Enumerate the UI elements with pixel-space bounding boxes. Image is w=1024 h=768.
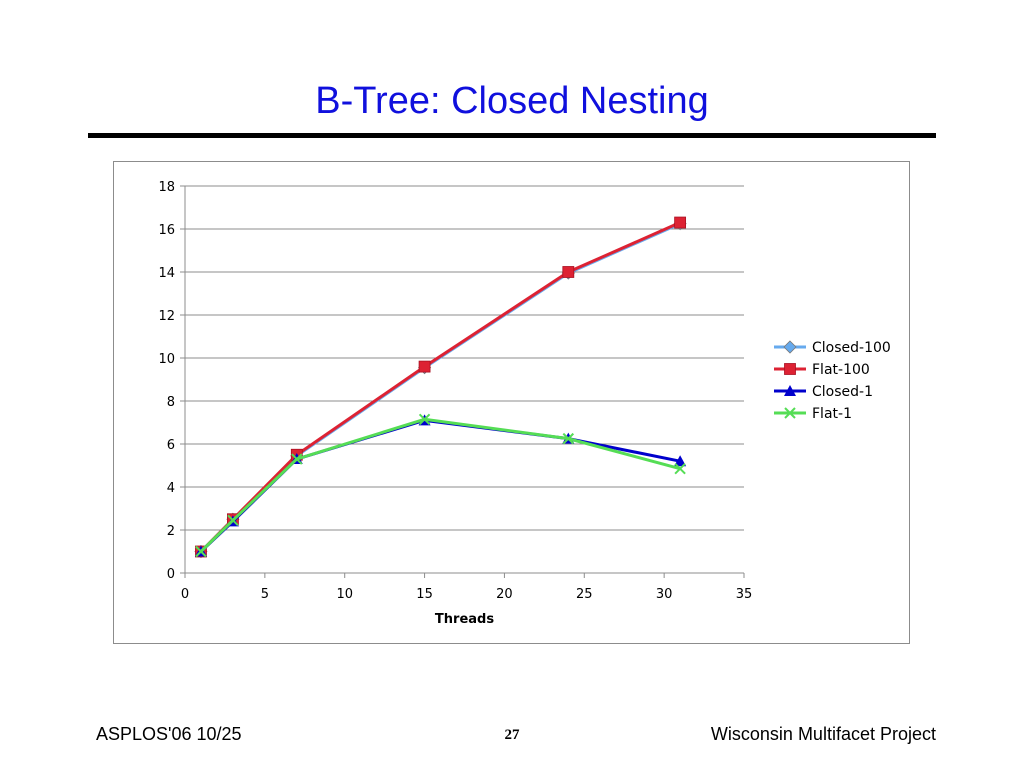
slide-title: B-Tree: Closed Nesting	[315, 80, 709, 122]
data-point-flat-1	[674, 463, 686, 475]
data-point-flat-1	[227, 514, 239, 527]
legend-marker-closed-1	[784, 385, 796, 396]
data-point-flat-1	[195, 545, 207, 558]
legend-label-flat-1: Flat-1	[812, 406, 852, 422]
footer-conference: ASPLOS'06 10/25	[96, 724, 242, 744]
y-tick-label: 0	[167, 567, 175, 582]
y-tick-label: 6	[167, 438, 175, 453]
data-point-closed-1	[674, 455, 687, 467]
data-point-flat-1	[418, 413, 431, 425]
y-tick-label: 8	[167, 395, 175, 410]
data-point-flat-1	[562, 432, 575, 445]
y-tick-label: 10	[158, 352, 175, 367]
y-tick-label: 18	[158, 180, 175, 195]
legend-label-closed-1: Closed-1	[812, 384, 873, 400]
chart-frame: 0 2 4 6 8 10 12 14 16 18 0 5 10 15 20 25 30 35 Threads Clos…	[113, 161, 910, 644]
y-tick-label: 14	[158, 266, 175, 281]
x-tick-label: 30	[656, 587, 673, 602]
footer-project: Wisconsin Multifacet Project	[710, 724, 936, 744]
series-line-flat-1	[199, 417, 681, 553]
page-number: 27	[504, 727, 520, 743]
series-line-closed-1	[199, 418, 681, 553]
legend-label-flat-100: Flat-100	[812, 362, 870, 378]
x-tick-label: 0	[181, 587, 189, 602]
legend-marker-closed-100	[783, 340, 797, 354]
legend-marker-flat-100	[784, 363, 796, 375]
x-tick-label: 20	[496, 587, 513, 602]
y-tick-label: 4	[167, 481, 175, 496]
series-line-closed-100	[199, 222, 681, 553]
data-point-flat-1	[291, 453, 303, 465]
y-tick-label: 16	[158, 223, 175, 238]
x-tick-label: 25	[576, 587, 593, 602]
y-tick-label: 2	[167, 524, 175, 539]
x-tick-label: 15	[416, 587, 433, 602]
data-point-flat-100	[418, 360, 431, 373]
legend-label-closed-100: Closed-100	[812, 340, 891, 356]
title-divider	[88, 133, 936, 138]
x-tick-label: 5	[261, 587, 269, 602]
x-tick-label: 10	[336, 587, 353, 602]
y-tick-label: 12	[158, 309, 175, 324]
line-chart: 0 2 4 6 8 10 12 14 16 18 0 5 10 15 20 25 30 35 Threads Clos…	[158, 180, 891, 627]
x-tick-label: 35	[736, 587, 753, 602]
x-axis-title: Threads	[435, 612, 494, 627]
legend-marker-flat-1	[784, 407, 796, 419]
data-point-flat-100	[562, 266, 575, 278]
data-point-flat-100	[674, 216, 687, 229]
